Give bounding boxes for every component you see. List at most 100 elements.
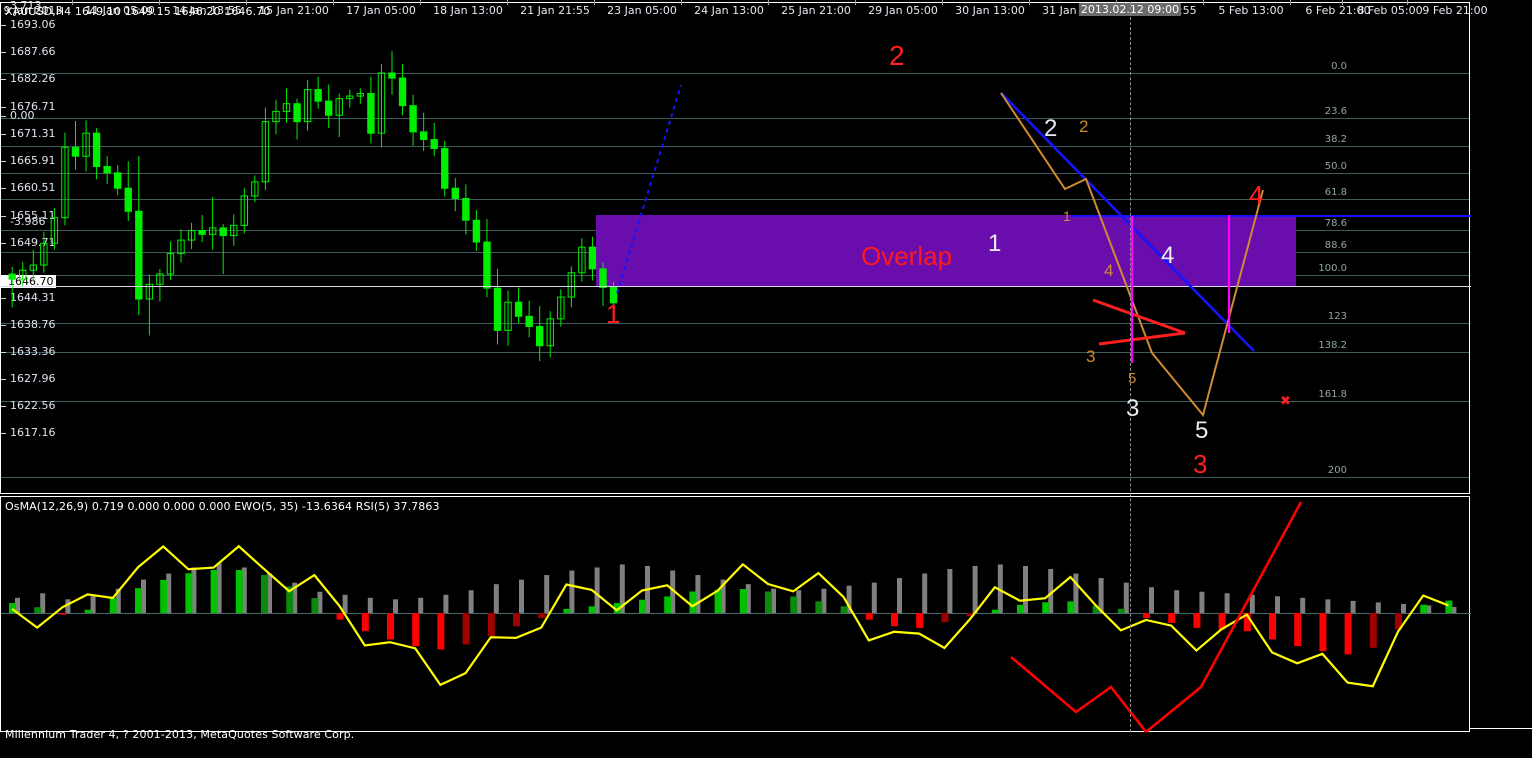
wave-label-white-3: 3 bbox=[1126, 395, 1140, 422]
osma-bar bbox=[1344, 613, 1352, 655]
price-scale-tick bbox=[1, 298, 6, 299]
ewo-bar bbox=[418, 597, 424, 613]
time-axis-tick bbox=[72, 0, 73, 5]
wave-label-orange-2: 2 bbox=[1079, 117, 1089, 136]
ewo-bar bbox=[846, 585, 852, 613]
price-scale-label: 1665.91 bbox=[10, 154, 56, 167]
time-axis-tick bbox=[420, 0, 421, 5]
osma-bar bbox=[261, 574, 268, 613]
ewo-bar bbox=[141, 579, 146, 613]
fib-level-label: 61.8 bbox=[1324, 187, 1347, 198]
time-axis-label: 18 Jan 13:00 bbox=[433, 4, 503, 17]
osma-bar bbox=[1218, 613, 1226, 630]
osma-bar bbox=[361, 613, 369, 632]
osma-bar bbox=[689, 591, 697, 613]
osma-bar bbox=[739, 588, 747, 613]
fib-level-label: 161.8 bbox=[1318, 389, 1347, 400]
candle-body bbox=[156, 273, 164, 285]
fib-gridline bbox=[1, 146, 1469, 147]
candle-body bbox=[609, 286, 618, 304]
ewo-bar bbox=[947, 568, 953, 613]
price-scale-tick bbox=[1, 161, 6, 162]
osma-bar bbox=[1117, 608, 1125, 613]
wave-label-red-1: 1 bbox=[606, 299, 621, 329]
ewo-bar bbox=[519, 579, 524, 613]
candle-body bbox=[451, 187, 460, 199]
ewo-bar bbox=[342, 594, 348, 613]
candle-body bbox=[135, 210, 143, 300]
fib-level-label: 100.0 bbox=[1318, 263, 1347, 274]
candle-body bbox=[187, 229, 196, 241]
ewo-bar bbox=[166, 573, 172, 613]
indicator-projection-line-1[interactable] bbox=[1010, 656, 1148, 733]
ewo-bar bbox=[1174, 590, 1180, 613]
ewo-bar bbox=[619, 564, 625, 613]
blue-dashed-uptrend[interactable] bbox=[616, 84, 682, 294]
osma-bar bbox=[1168, 613, 1176, 623]
osma-bar bbox=[1319, 613, 1327, 652]
time-axis-tick bbox=[855, 0, 856, 5]
fib-gridline bbox=[1, 199, 1469, 200]
time-axis-label: 14 Jan 13:55 bbox=[172, 4, 242, 17]
candle-body bbox=[71, 146, 80, 157]
wave-label-red-4: 4 bbox=[1249, 180, 1264, 210]
price-scale-label: 1687.66 bbox=[10, 45, 56, 58]
candle-body bbox=[567, 272, 576, 298]
ewo-bar bbox=[771, 588, 776, 613]
osma-bar bbox=[538, 613, 546, 618]
ewo-bar bbox=[695, 575, 701, 613]
indicator-projection-line-2[interactable] bbox=[1145, 501, 1303, 734]
price-scale-tick bbox=[1, 134, 6, 135]
price-chart-pane[interactable]: 0.0 23.6 38.2 50.0 61.8 78.6 88.6 100.0 123 138.2… bbox=[0, 2, 1471, 495]
candle-body bbox=[335, 98, 343, 116]
wave-label-orange-5: 5 bbox=[1128, 370, 1137, 387]
chart-title: XAUUSD,H4 1649.10 1649.15 1646.20 1646.7… bbox=[5, 5, 271, 18]
ewo-bar bbox=[241, 567, 247, 613]
blue-solid-downtrend[interactable] bbox=[1000, 92, 1255, 352]
osma-bar bbox=[613, 603, 621, 613]
candle-body bbox=[198, 229, 206, 235]
osma-bar bbox=[1067, 601, 1075, 613]
chart-overlays[interactable] bbox=[1, 3, 1471, 495]
fib-level-label: 138.2 bbox=[1318, 340, 1347, 351]
time-axis-label: 11 Jan 05:00 bbox=[85, 4, 155, 17]
indicator-title: OsMA(12,26,9) 0.719 0.000 0.000 0.000 EW… bbox=[5, 500, 440, 513]
candle-body bbox=[557, 296, 565, 320]
price-scale-tick bbox=[1, 325, 6, 326]
candle-body bbox=[493, 287, 502, 331]
fib-level-label: 78.6 bbox=[1324, 218, 1347, 229]
ewo-bar bbox=[1401, 603, 1406, 613]
price-scale-label: 1682.26 bbox=[10, 72, 56, 85]
ewo-bar bbox=[115, 588, 121, 613]
osma-bar bbox=[311, 598, 319, 613]
wave-label-red-3: 3 bbox=[1193, 449, 1208, 479]
osma-bar bbox=[1395, 613, 1402, 630]
price-scale-label: 1644.31 bbox=[10, 291, 56, 304]
ewo-bar bbox=[1123, 582, 1129, 613]
time-axis-tick bbox=[333, 0, 334, 5]
time-axis-tick bbox=[159, 0, 160, 5]
price-scale-label: 1617.16 bbox=[10, 426, 56, 439]
fib-gridline bbox=[1, 73, 1469, 74]
ewo-bar bbox=[1275, 596, 1280, 613]
red-triangle-upper[interactable] bbox=[1092, 298, 1186, 335]
indicator-series bbox=[9, 501, 1457, 734]
candle-body bbox=[377, 72, 386, 134]
wave-label-orange-3: 3 bbox=[1086, 347, 1096, 366]
ewo-bar bbox=[922, 573, 928, 613]
ewo-bar bbox=[1073, 573, 1079, 613]
orange-zigzag[interactable] bbox=[1000, 92, 1264, 418]
ewo-bar bbox=[544, 575, 550, 613]
candle-body bbox=[145, 283, 154, 300]
ewo-bar bbox=[972, 565, 978, 613]
red-triangle-lower[interactable] bbox=[1098, 331, 1186, 346]
time-axis-label: 17 Jan 05:00 bbox=[346, 4, 416, 17]
indicator-scale-label: 0.00 bbox=[10, 109, 35, 122]
fib-level-label: 123 bbox=[1327, 311, 1347, 322]
osma-bar bbox=[160, 579, 168, 613]
candle-body bbox=[546, 318, 554, 347]
time-axis-tick bbox=[1342, 0, 1343, 5]
ewo-bar bbox=[1023, 565, 1028, 613]
indicator-pane[interactable] bbox=[0, 496, 1471, 734]
osma-bar bbox=[966, 613, 974, 617]
